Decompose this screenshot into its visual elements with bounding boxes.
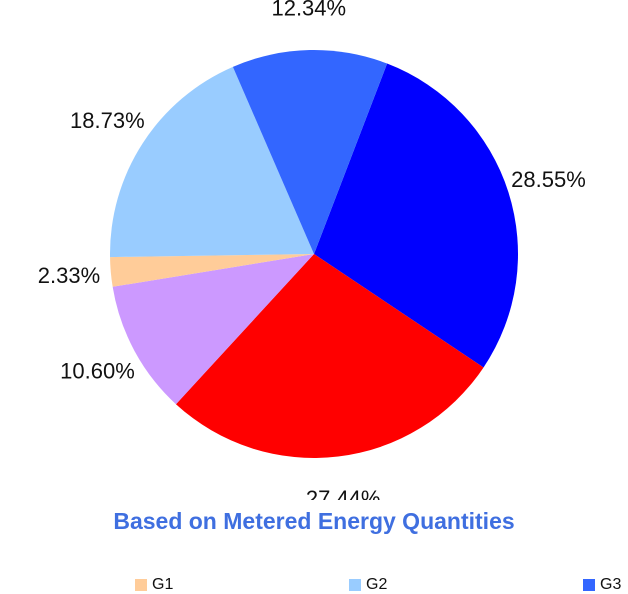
legend-label-g3: G3 <box>600 575 622 593</box>
legend-label-g1: G1 <box>152 575 174 593</box>
pie-slice-1 <box>175 254 484 459</box>
legend-swatch-g2 <box>349 578 361 591</box>
legend-item-g1: G1 <box>135 575 173 594</box>
slice-label-0: 28.55% <box>511 167 586 192</box>
slice-label-5: 12.34% <box>271 0 346 21</box>
pie-slice-4 <box>110 66 314 258</box>
legend-item-g3: G3 <box>583 575 621 594</box>
chart-title: Based on Metered Energy Quantities <box>113 508 515 534</box>
legend-item-g2: G2 <box>349 575 387 594</box>
slice-label-3: 2.33% <box>38 263 100 288</box>
pie-slice-3 <box>110 254 314 287</box>
legend-label-g2: G2 <box>366 575 388 593</box>
slice-label-2: 10.60% <box>60 358 135 383</box>
legend: G1 G2 G3 <box>0 575 628 594</box>
pie-slice-2 <box>112 254 314 405</box>
slice-label-4: 18.73% <box>70 108 145 133</box>
slice-label-1: 27.44% <box>306 486 381 500</box>
legend-swatch-g1 <box>135 578 147 591</box>
pie-slice-0 <box>314 63 518 368</box>
pie-slice-5 <box>232 50 388 254</box>
pie-chart: 28.55% 27.44% 10.60% 2.33% 18.73% 12.34% <box>38 0 586 500</box>
legend-swatch-g3 <box>583 578 595 591</box>
